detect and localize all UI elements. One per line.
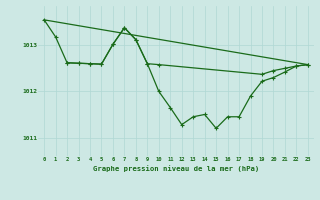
- X-axis label: Graphe pression niveau de la mer (hPa): Graphe pression niveau de la mer (hPa): [93, 165, 259, 172]
